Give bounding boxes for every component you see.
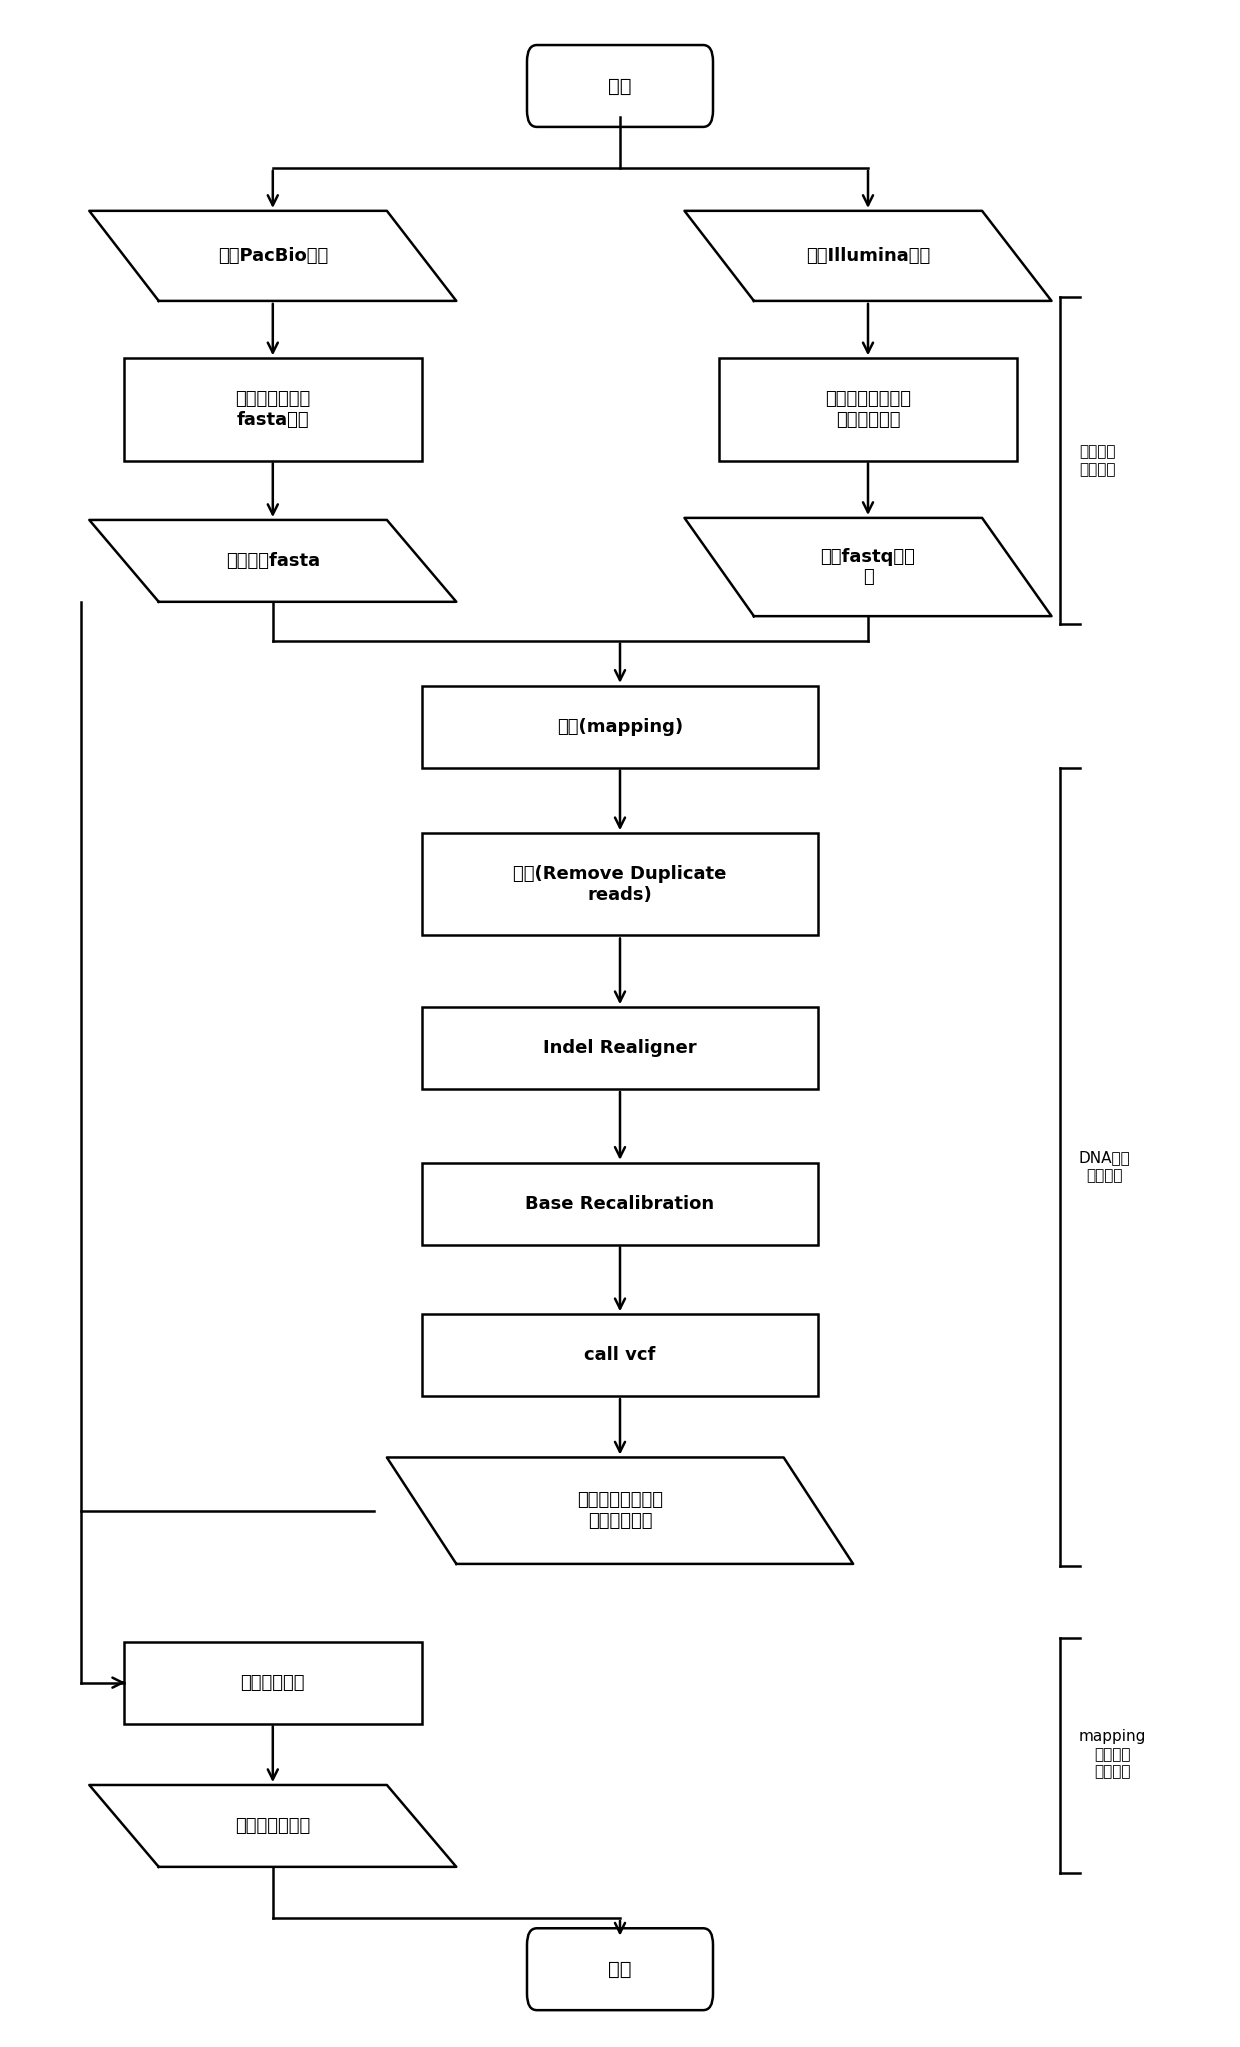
Polygon shape — [89, 520, 456, 602]
Text: 结束: 结束 — [609, 1959, 631, 1979]
Bar — [124, 358, 422, 461]
Bar — [422, 1163, 818, 1245]
Bar — [422, 833, 818, 935]
Polygon shape — [387, 1457, 853, 1564]
Text: 数据过滤，转为
fasta格式: 数据过滤，转为 fasta格式 — [236, 391, 310, 428]
Text: 三代PacBio数据: 三代PacBio数据 — [218, 248, 327, 264]
Text: DNA变异
检测模块: DNA变异 检测模块 — [1079, 1150, 1131, 1183]
Text: call vcf: call vcf — [584, 1347, 656, 1363]
Text: 数据过滤，去接头
和低质量数据: 数据过滤，去接头 和低质量数据 — [825, 391, 911, 428]
Bar — [124, 1642, 422, 1724]
Text: 校正三代数据: 校正三代数据 — [241, 1674, 305, 1691]
Text: 数据格式
转换模块: 数据格式 转换模块 — [1079, 444, 1115, 477]
Text: 二代fastq初始
集: 二代fastq初始 集 — [821, 549, 915, 585]
Polygon shape — [89, 211, 456, 301]
Text: 去重(Remove Duplicate
reads): 去重(Remove Duplicate reads) — [513, 866, 727, 903]
Bar — [719, 358, 1017, 461]
Polygon shape — [684, 518, 1052, 616]
Text: Indel Realigner: Indel Realigner — [543, 1040, 697, 1056]
FancyBboxPatch shape — [527, 45, 713, 127]
Text: 比对(mapping): 比对(mapping) — [557, 718, 683, 735]
Text: 开始: 开始 — [609, 76, 631, 96]
Text: 参考序列fasta: 参考序列fasta — [226, 553, 320, 569]
Text: Base Recalibration: Base Recalibration — [526, 1195, 714, 1212]
Polygon shape — [89, 1785, 456, 1867]
Bar — [422, 1314, 818, 1396]
Text: 高质量三代数据: 高质量三代数据 — [236, 1818, 310, 1834]
Bar — [422, 1007, 818, 1089]
Text: mapping
区域碱基
校正模块: mapping 区域碱基 校正模块 — [1079, 1730, 1146, 1779]
Bar — [422, 686, 818, 768]
FancyBboxPatch shape — [527, 1928, 713, 2010]
Text: 三代数据错误信息
（变异信息）: 三代数据错误信息 （变异信息） — [577, 1492, 663, 1529]
Text: 二代Illumina数据: 二代Illumina数据 — [806, 248, 930, 264]
Polygon shape — [684, 211, 1052, 301]
